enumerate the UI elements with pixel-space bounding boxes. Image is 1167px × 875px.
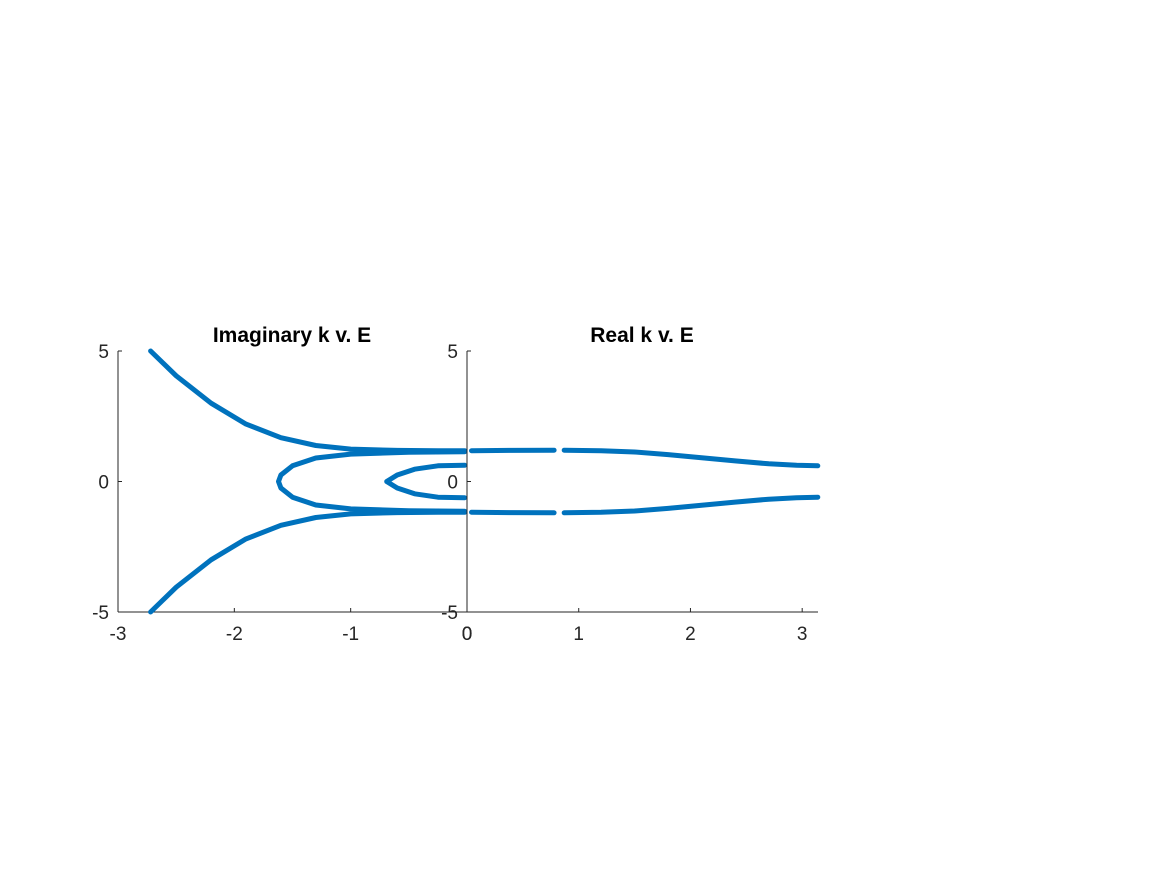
series-line-1	[469, 447, 557, 454]
series-line-4	[561, 494, 821, 516]
series-line-3	[384, 462, 468, 501]
series-line-3	[469, 509, 557, 516]
x-tick-label: 0	[462, 624, 473, 645]
x-tick-label: -3	[110, 624, 127, 645]
y-tick-label: 0	[98, 473, 109, 494]
x-tick-label: -2	[226, 624, 243, 645]
x-tick-label: -1	[342, 624, 359, 645]
series-line-1	[148, 348, 468, 454]
x-tick-label: 1	[573, 624, 584, 645]
y-tick-label: -5	[92, 603, 109, 624]
series-line-2	[561, 447, 821, 469]
chart-title: Imaginary k v. E	[213, 324, 371, 347]
series-line-4	[148, 509, 468, 615]
x-tick-label: 0	[462, 624, 473, 645]
y-tick-label: 0	[447, 473, 458, 494]
chart-title: Real k v. E	[590, 324, 694, 347]
x-tick-label: 2	[685, 624, 696, 645]
series-line-2	[276, 449, 468, 514]
y-tick-label: 5	[98, 342, 109, 363]
y-tick-label: -5	[441, 603, 458, 624]
y-tick-label: 5	[447, 342, 458, 363]
x-tick-label: 3	[797, 624, 808, 645]
imaginary-k-panel: Imaginary k v. E -505-3 -2 -1 0	[92, 324, 472, 645]
